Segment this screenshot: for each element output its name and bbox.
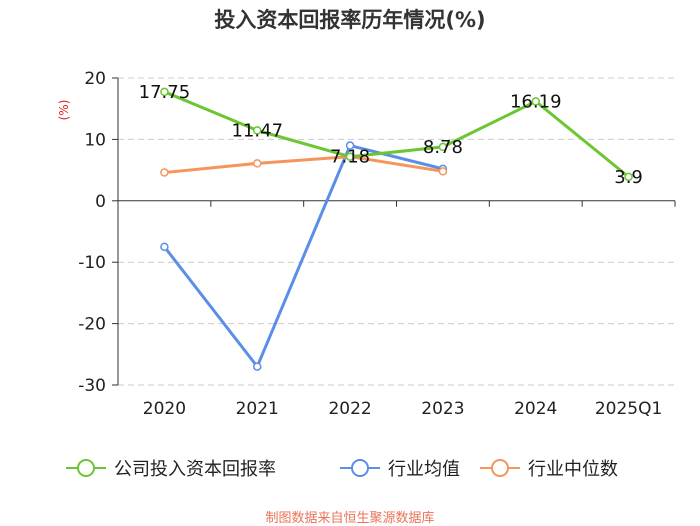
y-tick-label: -30	[78, 376, 106, 396]
x-tick-label: 2021	[236, 399, 279, 419]
data-label: 7.18	[330, 147, 370, 168]
series-line	[163, 90, 630, 179]
data-point	[160, 242, 169, 252]
x-axis-ticks: 2020 2021 2022 2023 2024 2025Q1	[117, 200, 676, 419]
legend-marker	[491, 459, 509, 477]
data-point	[160, 87, 169, 97]
legend-marker	[77, 459, 95, 477]
data-labels: 17.75 11.47 7.18 8.78 16.19 3.9	[139, 82, 643, 188]
legend-label: 行业中位数	[528, 459, 618, 480]
chart-title: 投入资本回报率历年情况(%)	[214, 8, 486, 32]
data-point	[531, 97, 540, 106]
series-line	[163, 144, 444, 369]
x-tick-label: 2022	[328, 399, 371, 419]
data-label: 11.47	[231, 120, 283, 141]
data-label: 16.19	[510, 91, 562, 112]
data-label: 3.9	[614, 167, 643, 188]
series-layer	[160, 87, 633, 371]
data-point	[438, 142, 448, 152]
data-point	[253, 159, 262, 168]
legend-label: 行业均值	[388, 459, 460, 480]
data-point	[624, 172, 633, 182]
y-tick-label: 20	[84, 69, 106, 89]
legend: 公司投入资本回报率 行业均值 行业中位数	[66, 459, 618, 480]
gridlines	[118, 77, 675, 386]
legend-marker	[351, 459, 369, 477]
series-line	[164, 155, 444, 175]
data-point	[345, 152, 355, 161]
data-point	[345, 141, 355, 150]
source-footer: 制图数据来自恒生聚源数据库	[265, 511, 435, 526]
axes	[117, 78, 675, 385]
y-axis-ticks: 20 10 0 -10 -20 -30	[78, 69, 118, 396]
data-point	[253, 126, 262, 135]
x-tick-label: 2020	[143, 399, 186, 419]
x-tick-label: 2025Q1	[595, 399, 662, 419]
data-label: 17.75	[139, 82, 191, 103]
y-tick-label: 10	[84, 130, 106, 150]
x-tick-label: 2023	[421, 399, 464, 419]
data-label: 8.78	[423, 137, 463, 158]
x-tick-label: 2024	[514, 399, 557, 419]
y-tick-label: 0	[95, 192, 106, 212]
y-tick-label: -10	[78, 253, 106, 273]
y-tick-label: -20	[78, 315, 106, 335]
y-axis-unit-label: (%)	[57, 100, 71, 121]
data-point	[253, 362, 262, 371]
data-point	[160, 168, 169, 177]
data-point	[438, 167, 448, 176]
legend-label: 公司投入资本回报率	[114, 459, 276, 480]
